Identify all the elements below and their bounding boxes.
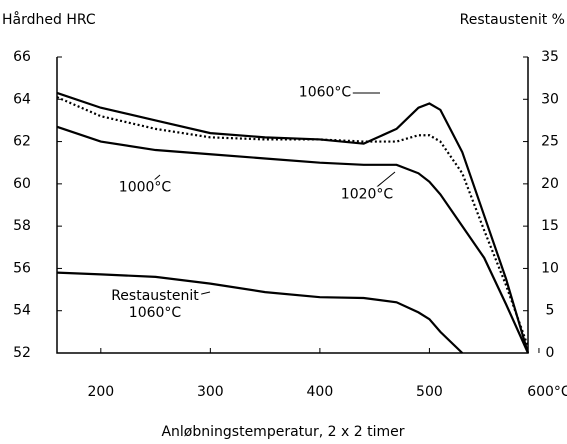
y-tick-label: 66 bbox=[13, 49, 31, 65]
y2-tick-label: 5 bbox=[546, 303, 555, 319]
y2-axis-label: Restaustenit % bbox=[460, 12, 565, 28]
y-axis-label: Hårdhed HRC bbox=[2, 11, 96, 28]
y2-tick-label: 15 bbox=[541, 218, 559, 234]
x-tick-label: 600°C bbox=[527, 384, 567, 400]
y2-tick-label: 0 bbox=[546, 345, 555, 361]
y-tick-label: 52 bbox=[13, 345, 31, 361]
y2-tick-label: 25 bbox=[541, 134, 559, 150]
y-tick-label: 58 bbox=[13, 218, 31, 234]
plot-frame bbox=[56, 57, 529, 354]
x-tick-label: 300 bbox=[197, 384, 224, 400]
x-axis-label: Anløbningstemperatur, 2 x 2 timer bbox=[161, 424, 404, 440]
series-label: 1000°C bbox=[116, 179, 174, 197]
y2-tick-label: 20 bbox=[541, 176, 559, 192]
x-tick-label: 400 bbox=[307, 384, 334, 400]
series-label: 1060°C bbox=[296, 84, 354, 102]
x-tick-label: 200 bbox=[87, 384, 114, 400]
line-series bbox=[56, 96, 530, 348]
x-tick-label: 500 bbox=[416, 384, 443, 400]
y-tick-label: 62 bbox=[13, 134, 31, 150]
y2-tick-label: 10 bbox=[541, 260, 559, 276]
y2-tick-label: 30 bbox=[541, 91, 559, 107]
y-tick-label: 60 bbox=[13, 176, 31, 192]
series-label: 1020°C bbox=[338, 186, 396, 204]
line-series bbox=[56, 91, 530, 354]
y2-tick-label: 35 bbox=[541, 49, 559, 65]
y-tick-label: 64 bbox=[13, 91, 31, 107]
line-series bbox=[56, 125, 530, 354]
line-series bbox=[56, 271, 464, 354]
series-label: Restaustenit 1060°C bbox=[109, 288, 201, 322]
y-tick-label: 56 bbox=[13, 260, 31, 276]
y-tick-label: 54 bbox=[13, 303, 31, 319]
